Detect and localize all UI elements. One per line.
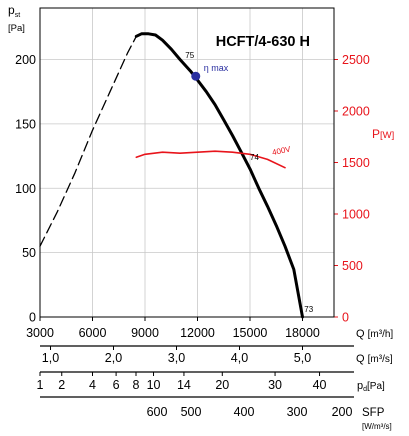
plot-frame: [39, 7, 335, 318]
x-axis-3-tick-label: 6: [113, 378, 120, 392]
x-axis-2-tick-label: 5,0: [294, 351, 311, 365]
right-tick-label: 1500: [342, 156, 370, 170]
x-axis-2-label: Q [m³/s]: [356, 353, 393, 365]
eta-max-label: η max: [204, 63, 229, 73]
x-axis-4-tick-label: 600: [147, 405, 168, 419]
power-curve-label: 400V: [271, 144, 292, 157]
grid-lines: [40, 8, 334, 317]
x-axis-3-tick-label: 10: [147, 378, 161, 392]
x-axis-3-tick-label: 8: [133, 378, 140, 392]
x-axis-4-tick-label: 300: [287, 405, 308, 419]
x-axis-3-tick-label: 30: [268, 378, 282, 392]
efficiency-label: 74: [250, 153, 259, 162]
x-axis-4-tick-label: 500: [181, 405, 202, 419]
x-axis-3-label: pd[Pa]: [357, 380, 385, 393]
left-axis-unit: [Pa]: [8, 23, 25, 34]
chart-title: HCFT/4-630 H: [216, 34, 310, 50]
right-tick-label: 2500: [342, 53, 370, 67]
right-tick-label: 0: [342, 311, 349, 325]
left-tick-label: 50: [22, 246, 36, 260]
left-tick-label: 150: [15, 117, 36, 131]
right-tick-label: 1000: [342, 208, 370, 222]
efficiency-label: 75: [185, 51, 194, 60]
power-curve-400v: [135, 150, 286, 169]
efficiency-label: 73: [304, 305, 313, 314]
x-axis-4-tick-label: 200: [332, 405, 353, 419]
pressure-curve-stall-region: [39, 35, 137, 247]
x-axis-2-tick-label: 4,0: [231, 351, 248, 365]
pressure-curve: [134, 32, 304, 319]
x-axis-1-tick-label: 18000: [285, 326, 320, 340]
x-axis-1-label: Q [m³/h]: [356, 328, 393, 340]
left-tick-label: 200: [15, 53, 36, 67]
eta-max-point: [191, 71, 201, 81]
x-axis-4-label: SFP: [362, 407, 385, 419]
x-axis-4-unit: [W/m³/s]: [362, 422, 392, 431]
left-tick-label: 0: [29, 311, 36, 325]
left-tick-label: 100: [15, 182, 36, 196]
x-axis-2-tick-label: 3,0: [168, 351, 185, 365]
x-axis-3-tick-label: 1: [37, 378, 44, 392]
x-axis-1-tick-label: 6000: [79, 326, 107, 340]
x-axis-3-tick-label: 40: [313, 378, 327, 392]
x-axis-2-tick-label: 2,0: [105, 351, 122, 365]
x-axis-4-tick-label: 400: [234, 405, 255, 419]
x-axis-1-tick-label: 3000: [26, 326, 54, 340]
x-axis-1-tick-label: 12000: [180, 326, 215, 340]
x-axis-3-tick-label: 4: [89, 378, 96, 392]
x-axis-2-tick-label: 1,0: [42, 351, 59, 365]
x-axis-1-tick-label: 15000: [233, 326, 268, 340]
right-axis-label: P[W]: [372, 127, 394, 141]
x-axis-3-tick-label: 2: [58, 378, 65, 392]
right-tick-label: 2000: [342, 105, 370, 119]
right-tick-label: 500: [342, 259, 363, 273]
x-axes: 3000 6000 9000 12000 15000 18000 1,0 2,0 3,0 4,0 5…: [26, 317, 354, 419]
x-axis-3-tick-label: 20: [215, 378, 229, 392]
x-axis-1-tick-label: 9000: [131, 326, 159, 340]
left-axis-label: pst: [8, 3, 20, 19]
left-axis-label-sub: st: [15, 12, 21, 19]
left-axis-ticks: 0 50 100 150 200: [15, 53, 36, 325]
right-axis-ticks: 0 500 1000 1500 2000 2500: [334, 53, 370, 325]
x-axis-3-tick-label: 14: [177, 378, 191, 392]
right-axis-unit: [W]: [380, 130, 394, 141]
